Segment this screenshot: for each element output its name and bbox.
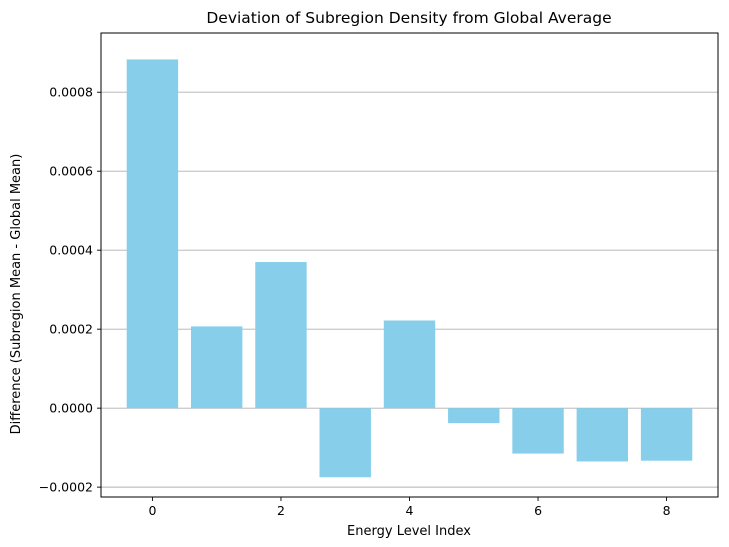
bar-7 — [576, 408, 629, 462]
bar-0 — [126, 59, 179, 409]
bar-1 — [190, 326, 243, 409]
y-axis-label: Difference (Subregion Mean - Global Mean… — [9, 154, 24, 435]
x-tick-label-1: 2 — [277, 503, 285, 518]
x-tick-label-3: 6 — [534, 503, 542, 518]
x-tick-label-4: 8 — [663, 503, 671, 518]
y-tick-label-3: 0.0004 — [49, 243, 93, 258]
chart-title: Deviation of Subregion Density from Glob… — [206, 9, 611, 27]
y-tick-label-0: −0.0002 — [39, 480, 93, 495]
bars — [126, 59, 693, 478]
bar-2 — [255, 262, 307, 409]
bar-3 — [319, 408, 371, 478]
bar-4 — [383, 320, 436, 409]
y-tick-label-1: 0.0000 — [49, 401, 93, 416]
x-axis-label: Energy Level Index — [347, 524, 471, 539]
y-tick-label-5: 0.0008 — [49, 85, 93, 100]
x-axis-ticks: 0 2 4 6 8 — [148, 497, 671, 518]
y-tick-label-4: 0.0006 — [49, 164, 93, 179]
bar-8 — [640, 408, 693, 461]
bar-5 — [448, 408, 500, 424]
y-axis-ticks: −0.0002 0.0000 0.0002 0.0004 0.0006 0.0008 — [39, 85, 101, 495]
x-tick-label-2: 4 — [406, 503, 414, 518]
y-tick-label-2: 0.0002 — [49, 322, 93, 337]
bar-6 — [512, 408, 564, 454]
x-tick-label-0: 0 — [148, 503, 156, 518]
